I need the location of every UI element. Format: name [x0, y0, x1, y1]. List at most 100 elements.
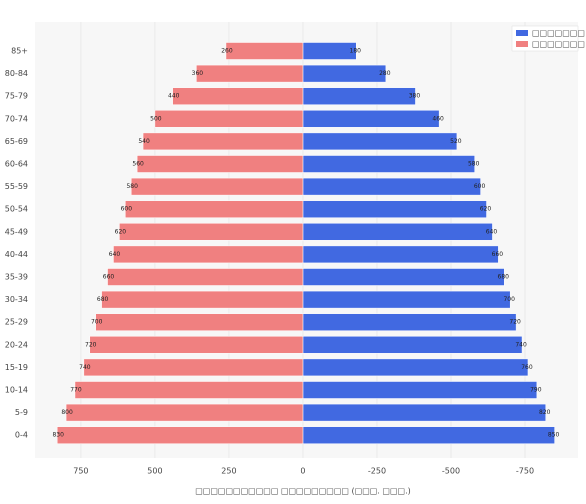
bar [302, 87, 416, 105]
x-tick-label: 500 [147, 467, 162, 476]
bar [125, 200, 304, 218]
value-label: 540 [138, 138, 150, 145]
value-label: 790 [530, 387, 542, 394]
bar [56, 426, 304, 444]
value-label: 280 [379, 70, 391, 77]
bar [225, 42, 304, 60]
value-label: 520 [450, 138, 462, 145]
value-label: 740 [515, 341, 527, 348]
value-label: 770 [70, 387, 82, 394]
value-label: 580 [126, 183, 138, 190]
bar [154, 110, 304, 128]
x-tick-label: -250 [368, 467, 386, 476]
bar [65, 403, 304, 422]
y-tick-label: 85+ [11, 47, 28, 56]
y-tick-label: 55-59 [5, 182, 28, 191]
y-tick-label: 45-49 [5, 227, 28, 236]
value-label: 700 [503, 296, 515, 303]
y-tick-label: 0-4 [15, 431, 28, 440]
bar [302, 313, 517, 331]
value-label: 620 [115, 228, 127, 235]
bar [74, 381, 304, 399]
value-label: 580 [468, 161, 480, 168]
value-label: 700 [91, 319, 103, 326]
value-label: 500 [150, 115, 162, 122]
bar [302, 358, 529, 377]
bar [95, 313, 304, 331]
y-tick-label: 20-24 [5, 340, 28, 349]
value-label: 720 [85, 341, 97, 348]
value-label: 800 [61, 409, 73, 416]
bar [302, 426, 555, 444]
bar [302, 268, 505, 286]
value-label: 600 [121, 206, 133, 213]
legend-label: □□□□□□□ [532, 29, 585, 38]
x-axis-title: □□□□□□□□□□□ □□□□□□□□□ (□□□. □□□.) [195, 487, 410, 496]
value-label: 720 [509, 319, 521, 326]
value-label: 380 [409, 93, 421, 100]
bar [302, 177, 481, 196]
y-tick-label: 50-54 [5, 205, 28, 214]
value-label: 560 [132, 161, 144, 168]
value-label: 620 [480, 206, 492, 213]
value-label: 460 [432, 115, 444, 122]
value-label: 640 [109, 251, 121, 258]
bar [107, 268, 304, 286]
y-tick-label: 60-64 [5, 160, 28, 169]
value-label: 360 [192, 70, 204, 77]
value-label: 760 [521, 364, 533, 371]
y-tick-label: 70-74 [5, 114, 28, 123]
y-tick-label: 75-79 [5, 92, 28, 101]
x-tick-label: -750 [516, 467, 534, 476]
value-label: 260 [221, 48, 233, 55]
y-tick-label: 15-19 [5, 363, 28, 372]
value-label: 660 [103, 274, 115, 281]
value-label: 180 [350, 48, 362, 55]
legend-swatch [516, 30, 528, 36]
x-tick-label: 0 [300, 467, 305, 476]
y-tick-label: 5-9 [15, 408, 28, 417]
bar [89, 336, 304, 354]
y-tick-label: 65-69 [5, 137, 28, 146]
value-label: 680 [498, 274, 510, 281]
bar [302, 155, 475, 173]
bar [302, 223, 493, 241]
bar [142, 132, 304, 151]
bar [196, 64, 304, 83]
bar [113, 245, 304, 264]
bar [119, 223, 304, 241]
bar [302, 245, 499, 264]
value-label: 440 [168, 93, 180, 100]
bar [302, 200, 487, 218]
bar [83, 358, 304, 377]
bar [172, 87, 304, 105]
x-tick-label: 750 [73, 467, 88, 476]
bar [302, 290, 511, 309]
x-tick-label: -500 [442, 467, 460, 476]
x-tick-label: 250 [221, 467, 236, 476]
legend-label: □□□□□□□ [532, 40, 585, 49]
bar [130, 177, 304, 196]
value-label: 640 [486, 228, 498, 235]
bar [302, 381, 538, 399]
value-label: 680 [97, 296, 109, 303]
value-label: 740 [79, 364, 91, 371]
value-label: 820 [539, 409, 551, 416]
bar [136, 155, 304, 173]
bar [302, 64, 387, 83]
y-tick-label: 80-84 [5, 69, 28, 78]
y-tick-label: 40-44 [5, 250, 28, 259]
bar [302, 42, 357, 60]
y-tick-label: 30-34 [5, 295, 28, 304]
y-tick-label: 25-29 [5, 318, 28, 327]
value-label: 660 [492, 251, 504, 258]
bar [101, 290, 304, 309]
bar [302, 336, 523, 354]
bar [302, 132, 458, 151]
value-label: 830 [52, 432, 64, 439]
legend-swatch [516, 41, 528, 47]
y-tick-label: 35-39 [5, 273, 28, 282]
bar [302, 403, 546, 422]
